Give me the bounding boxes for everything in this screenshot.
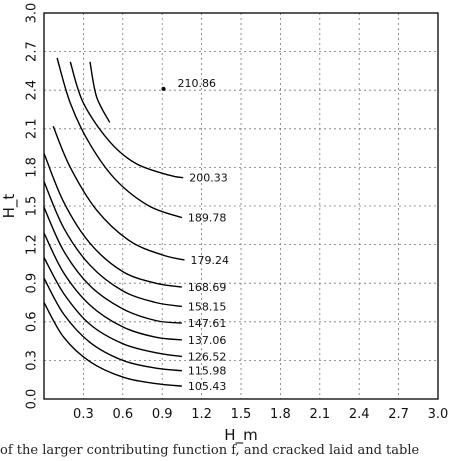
y-tick-labels: 0.0 0.3 0.6 0.9 1.2 1.5 1.8 2.1 2.4 2.7 3.0 <box>25 3 40 410</box>
contour-line <box>43 257 182 358</box>
contour-lines <box>43 57 185 387</box>
contour-line <box>89 61 111 123</box>
y-tick-label: 1.5 <box>25 196 40 217</box>
x-tick-label: 0.3 <box>73 407 94 422</box>
contour-line <box>43 207 182 324</box>
contour-level-label: 189.78 <box>188 212 227 225</box>
x-tick-label: 2.4 <box>349 407 370 422</box>
contour-level-label: 105.43 <box>188 380 227 393</box>
contour-line <box>43 181 183 308</box>
contour-line <box>69 61 184 179</box>
x-tick-labels: 0.3 0.6 0.9 1.2 1.5 1.8 2.1 2.4 2.7 3.0 <box>73 407 448 422</box>
x-tick-label: 1.5 <box>231 407 252 422</box>
x-tick-label: 0.6 <box>112 407 133 422</box>
y-tick-label: 0.3 <box>25 350 40 371</box>
x-tick-label: 1.2 <box>191 407 212 422</box>
contour-line <box>43 277 182 372</box>
x-tick-label: 3.0 <box>428 407 449 422</box>
y-tick-label: 0.6 <box>25 311 40 332</box>
max-point-marker <box>161 86 166 91</box>
contour-level-label: 200.33 <box>189 172 228 185</box>
y-tick-label: 0.9 <box>25 273 40 294</box>
contour-level-label: 147.61 <box>188 317 227 330</box>
y-tick-label: 1.2 <box>25 234 40 255</box>
x-tick-label: 2.1 <box>309 407 330 422</box>
contour-line <box>56 57 183 219</box>
contour-level-label: 179.24 <box>191 254 230 267</box>
contour-line <box>52 125 185 261</box>
x-tick-label: 1.8 <box>270 407 291 422</box>
y-tick-label: 2.1 <box>25 118 40 139</box>
x-axis-title: H_m <box>224 426 257 445</box>
contour-level-label: 126.52 <box>188 351 227 364</box>
y-tick-label: 1.8 <box>25 157 40 178</box>
y-tick-label: 3.0 <box>25 3 40 24</box>
contour-level-label: 168.69 <box>188 281 227 294</box>
x-tick-label: 0.9 <box>152 407 173 422</box>
contour-level-label: 137.06 <box>188 334 227 347</box>
contour-line <box>43 232 182 341</box>
y-tick-label: 2.7 <box>25 41 40 62</box>
contour-level-label: 158.15 <box>188 300 227 313</box>
grid-lines <box>44 13 438 399</box>
contour-level-label: 210.86 <box>178 77 217 90</box>
x-tick-label: 2.7 <box>388 407 409 422</box>
y-tick-label: 2.4 <box>25 80 40 101</box>
plot-frame <box>43 12 439 400</box>
contour-level-label: 115.98 <box>188 365 227 378</box>
y-tick-label: 0.0 <box>25 389 40 410</box>
y-axis-title: H_t <box>0 194 19 219</box>
contour-line <box>43 152 183 288</box>
contour-line <box>43 302 182 387</box>
figure-caption: of the larger contributing function f, a… <box>0 443 420 458</box>
